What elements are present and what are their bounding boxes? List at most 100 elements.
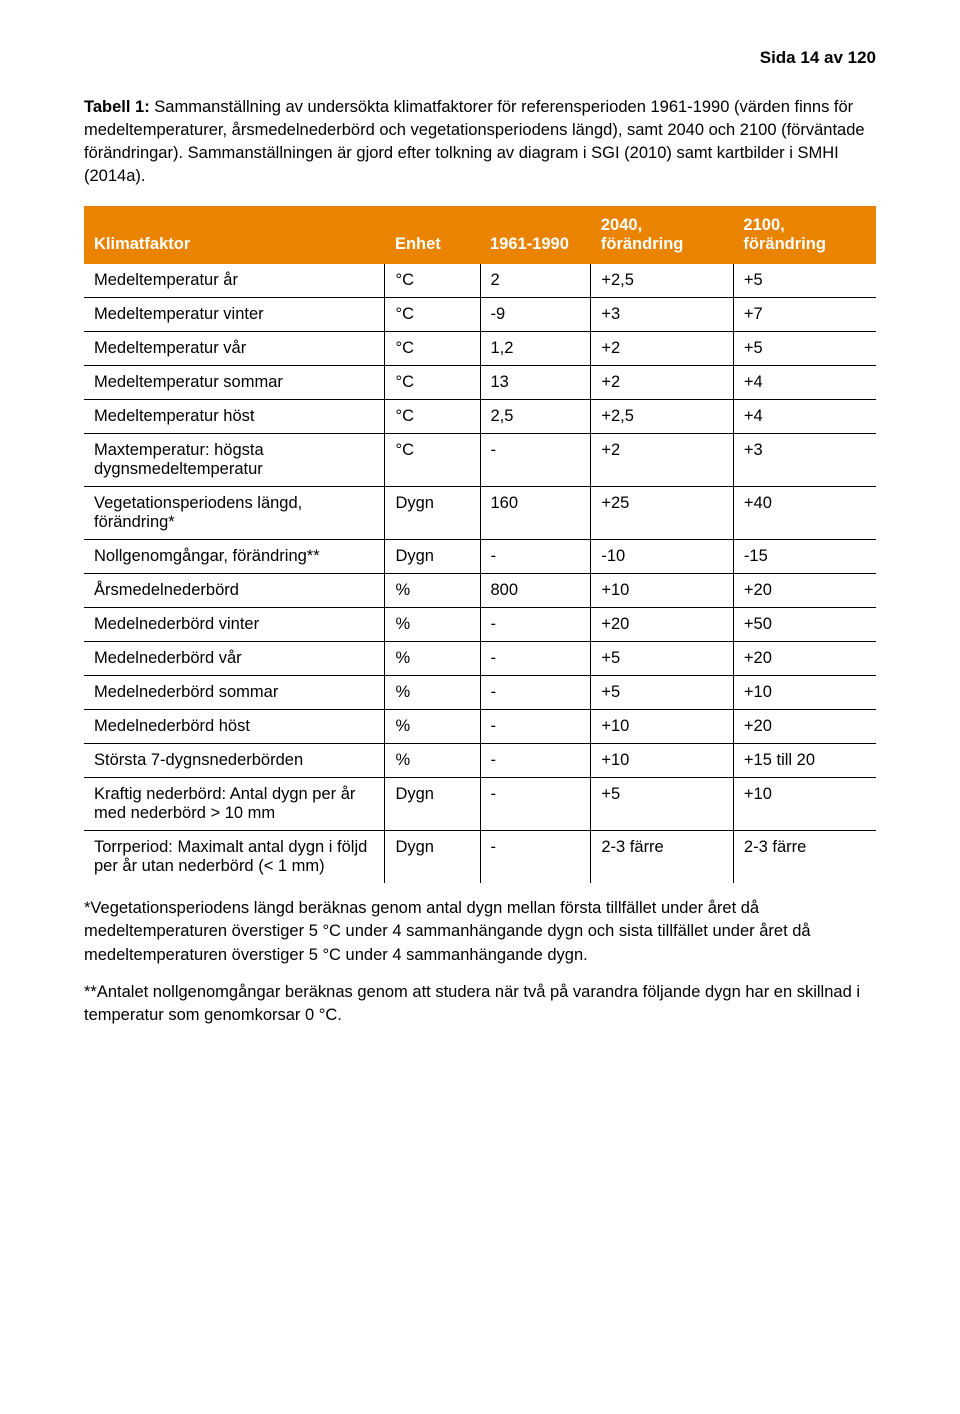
table-row: Nollgenomgångar, förändring**Dygn--10-15 (84, 540, 876, 574)
table-row: Medelnederbörd vinter%-+20+50 (84, 608, 876, 642)
table-cell: - (480, 778, 591, 831)
table-cell: +10 (591, 710, 734, 744)
table-row: Medelnederbörd sommar%-+5+10 (84, 676, 876, 710)
table-cell: +10 (591, 574, 734, 608)
table-cell: +5 (733, 264, 876, 298)
table-cell: Medelnederbörd sommar (84, 676, 385, 710)
table-row: Medeltemperatur år°C2+2,5+5 (84, 264, 876, 298)
table-cell: Maxtemperatur: högsta dygnsmedeltemperat… (84, 434, 385, 487)
col-enhet: Enhet (385, 206, 480, 264)
table-cell: % (385, 574, 480, 608)
table-row: Största 7-dygnsnederbörden%-+10+15 till … (84, 744, 876, 778)
table-cell: 160 (480, 487, 591, 540)
table-cell: % (385, 608, 480, 642)
table-cell: +20 (591, 608, 734, 642)
page-number: Sida 14 av 120 (84, 48, 876, 68)
table-cell: °C (385, 298, 480, 332)
table-cell: +10 (591, 744, 734, 778)
col-klimatfaktor: Klimatfaktor (84, 206, 385, 264)
table-cell: +5 (591, 778, 734, 831)
table-cell: +2 (591, 366, 734, 400)
climate-table: Klimatfaktor Enhet 1961-1990 2040, förän… (84, 206, 876, 883)
caption-text: Sammanställning av undersökta klimatfakt… (84, 98, 865, 185)
table-cell: +5 (733, 332, 876, 366)
table-cell: Vegetationsperiodens längd, förändring* (84, 487, 385, 540)
table-cell: Medeltemperatur vår (84, 332, 385, 366)
table-cell: 2-3 färre (591, 831, 734, 884)
table-cell: +10 (733, 778, 876, 831)
table-cell: +20 (733, 710, 876, 744)
table-cell: -10 (591, 540, 734, 574)
table-cell: - (480, 744, 591, 778)
table-cell: +40 (733, 487, 876, 540)
table-cell: °C (385, 264, 480, 298)
table-row: Vegetationsperiodens längd, förändring*D… (84, 487, 876, 540)
table-caption: Tabell 1: Sammanställning av undersökta … (84, 96, 876, 188)
table-cell: - (480, 710, 591, 744)
table-cell: °C (385, 332, 480, 366)
table-cell: Torrperiod: Maximalt antal dygn i följd … (84, 831, 385, 884)
table-cell: °C (385, 434, 480, 487)
table-cell: Årsmedelnederbörd (84, 574, 385, 608)
table-cell: Dygn (385, 831, 480, 884)
table-cell: Medelnederbörd höst (84, 710, 385, 744)
table-cell: +5 (591, 642, 734, 676)
table-cell: -9 (480, 298, 591, 332)
table-cell: +10 (733, 676, 876, 710)
table-row: Medeltemperatur vinter°C-9+3+7 (84, 298, 876, 332)
table-cell: +2,5 (591, 264, 734, 298)
table-cell: Medelnederbörd vår (84, 642, 385, 676)
table-cell: Dygn (385, 487, 480, 540)
table-cell: +2,5 (591, 400, 734, 434)
table-header-row: Klimatfaktor Enhet 1961-1990 2040, förän… (84, 206, 876, 264)
table-row: Kraftig nederbörd: Antal dygn per år med… (84, 778, 876, 831)
table-cell: Kraftig nederbörd: Antal dygn per år med… (84, 778, 385, 831)
table-cell: 13 (480, 366, 591, 400)
table-cell: +4 (733, 400, 876, 434)
table-cell: Dygn (385, 540, 480, 574)
table-cell: - (480, 434, 591, 487)
table-cell: - (480, 676, 591, 710)
table-cell: 800 (480, 574, 591, 608)
table-row: Medeltemperatur höst°C2,5+2,5+4 (84, 400, 876, 434)
table-cell: +20 (733, 574, 876, 608)
table-cell: - (480, 540, 591, 574)
table-row: Medeltemperatur sommar°C13+2+4 (84, 366, 876, 400)
table-row: Medelnederbörd vår%-+5+20 (84, 642, 876, 676)
table-cell: +4 (733, 366, 876, 400)
table-row: Årsmedelnederbörd%800+10+20 (84, 574, 876, 608)
table-cell: % (385, 744, 480, 778)
table-cell: +15 till 20 (733, 744, 876, 778)
table-cell: °C (385, 366, 480, 400)
table-cell: +5 (591, 676, 734, 710)
col-1961-1990: 1961-1990 (480, 206, 591, 264)
table-cell: Medeltemperatur vinter (84, 298, 385, 332)
footnote-1: *Vegetationsperiodens längd beräknas gen… (84, 897, 876, 966)
table-cell: % (385, 676, 480, 710)
table-cell: +7 (733, 298, 876, 332)
table-cell: - (480, 642, 591, 676)
table-cell: Dygn (385, 778, 480, 831)
table-cell: Medelnederbörd vinter (84, 608, 385, 642)
table-cell: % (385, 642, 480, 676)
table-row: Torrperiod: Maximalt antal dygn i följd … (84, 831, 876, 884)
table-cell: 2-3 färre (733, 831, 876, 884)
table-cell: +50 (733, 608, 876, 642)
caption-label: Tabell 1: (84, 98, 150, 116)
col-2040: 2040, förändring (591, 206, 734, 264)
table-cell: 2 (480, 264, 591, 298)
page: Sida 14 av 120 Tabell 1: Sammanställning… (0, 0, 960, 1414)
table-row: Medelnederbörd höst%-+10+20 (84, 710, 876, 744)
table-cell: Medeltemperatur år (84, 264, 385, 298)
col-2100: 2100, förändring (733, 206, 876, 264)
table-cell: +2 (591, 332, 734, 366)
table-cell: - (480, 831, 591, 884)
table-cell: 1,2 (480, 332, 591, 366)
table-cell: 2,5 (480, 400, 591, 434)
table-cell: +3 (591, 298, 734, 332)
table-cell: +3 (733, 434, 876, 487)
table-row: Maxtemperatur: högsta dygnsmedeltemperat… (84, 434, 876, 487)
table-cell: Nollgenomgångar, förändring** (84, 540, 385, 574)
table-cell: - (480, 608, 591, 642)
table-cell: +25 (591, 487, 734, 540)
